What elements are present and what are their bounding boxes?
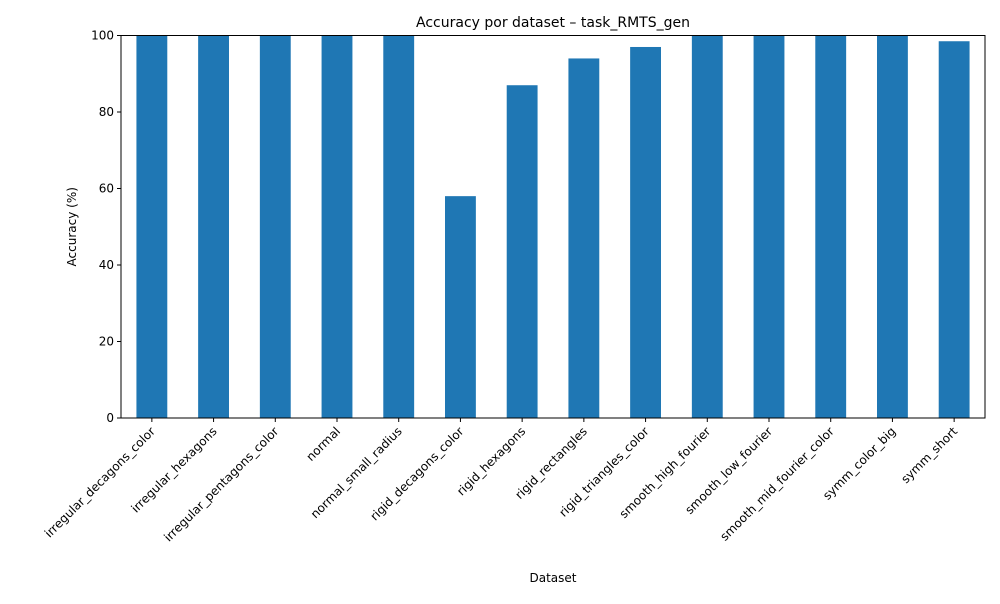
y-tick-label: 100 xyxy=(91,29,114,43)
bar-symm_short xyxy=(938,41,970,419)
bars-layer xyxy=(136,35,970,419)
plot-frame xyxy=(120,35,986,419)
bar-rigid_triangles_color xyxy=(630,46,661,418)
axes-layer xyxy=(120,35,986,419)
bar-smooth_mid_fourier_color xyxy=(815,35,847,418)
y-ticks: 0 20 40 60 80 100 xyxy=(91,29,121,425)
bar-smooth_low_fourier xyxy=(753,35,785,418)
x-tick-label: irregular_decagons_color xyxy=(42,424,158,540)
bar-smooth_high_fourier xyxy=(691,35,723,418)
bar-irregular_decagons_color xyxy=(136,35,168,418)
chart-title: Accuracy por dataset – task_RMTS_gen xyxy=(416,15,690,31)
bar-irregular_hexagons xyxy=(198,35,229,418)
y-tick-label: 80 xyxy=(99,105,114,119)
x-tick-label: symm_short xyxy=(898,424,960,486)
bar-rigid_decagons_color xyxy=(445,196,476,418)
x-tick-label: smooth_mid_fourier_color xyxy=(717,424,836,543)
y-tick-label: 60 xyxy=(99,182,114,196)
bar-irregular_pentagons_color xyxy=(259,35,291,418)
x-tick-label: normal xyxy=(303,424,343,464)
bar-rigid_rectangles xyxy=(568,58,600,418)
x-axis-label: Dataset xyxy=(530,571,577,585)
y-tick-label: 0 xyxy=(106,411,114,425)
y-tick-label: 40 xyxy=(99,258,114,272)
x-ticks: irregular_decagons_colorirregular_hexago… xyxy=(42,418,960,544)
bar-symm_color_big xyxy=(877,35,908,418)
bar-normal_small_radius xyxy=(383,35,415,418)
bar-rigid_hexagons xyxy=(506,85,538,418)
y-tick-label: 20 xyxy=(99,335,114,349)
x-tick-label: irregular_pentagons_color xyxy=(161,424,281,544)
bar-normal xyxy=(321,35,353,418)
y-axis-label: Accuracy (%) xyxy=(65,187,79,266)
